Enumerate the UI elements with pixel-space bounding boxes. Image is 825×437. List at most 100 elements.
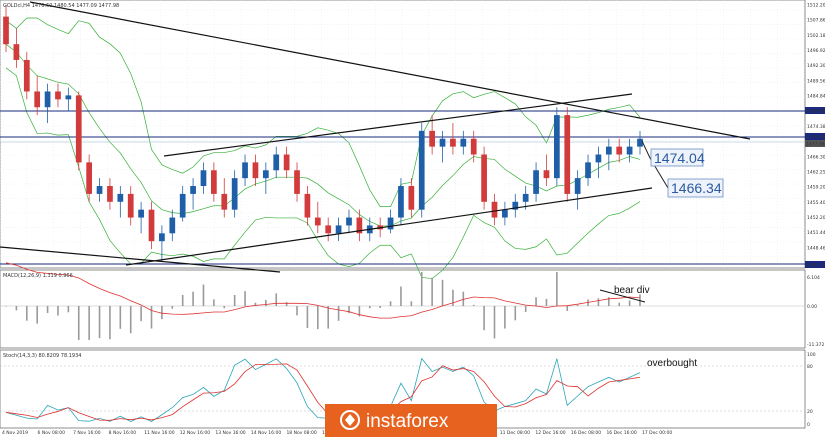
candle-body	[273, 154, 280, 171]
candle-body	[564, 115, 571, 194]
macd-bar	[452, 289, 454, 306]
macd-tick-bottom: -11.372	[807, 342, 825, 348]
candle-body	[481, 154, 487, 202]
macd-bar	[327, 306, 329, 329]
stoch-tick-20: 20	[807, 409, 813, 415]
band-upper	[5, 17, 641, 207]
price-tick-label: 1466.30	[807, 154, 825, 160]
price-tick-label: 1492.30	[807, 63, 825, 69]
macd-bar	[483, 306, 485, 331]
projection-path	[641, 140, 669, 189]
macd-bar	[77, 306, 80, 340]
bear-div-line	[599, 289, 646, 303]
macd-bar	[119, 306, 122, 329]
candle-body	[107, 186, 113, 202]
macd-bar	[535, 297, 537, 306]
macd-bar	[296, 306, 298, 316]
macd-bar	[275, 293, 278, 306]
macd-bar	[576, 304, 579, 306]
candle-body	[211, 170, 217, 194]
candle-body	[491, 201, 498, 218]
macd-bar	[15, 306, 18, 311]
price-tick-label: 1455.40	[807, 200, 825, 206]
price-tick-label: 1489.56	[807, 78, 825, 84]
macd-bar	[441, 279, 444, 306]
price-panel-header: GOLDcl,H4 1476.60 1480.54 1477.09 1477.9…	[3, 3, 119, 9]
candle-body	[13, 44, 20, 60]
macd-bar	[462, 291, 465, 306]
band-lower	[5, 67, 641, 280]
macd-bar	[150, 306, 153, 329]
time-tick-label: 14 Nov 16:00	[251, 430, 281, 436]
macd-bar	[597, 298, 600, 306]
candle-body	[283, 154, 290, 171]
candle-body	[75, 95, 82, 163]
macd-bar	[358, 306, 361, 317]
candle-body	[356, 217, 363, 234]
macd-bar	[472, 304, 475, 306]
price-tick-label: 1502.18	[807, 33, 825, 39]
stoch-signal-line	[5, 363, 641, 421]
target-label-1: 1474.04	[650, 148, 705, 167]
svg-text:1479.48: 1479.48	[806, 135, 825, 141]
macd-bar	[493, 306, 496, 339]
macd-bar	[368, 306, 371, 309]
time-tick-label: 4 Nov 2019	[2, 430, 28, 436]
macd-bar	[410, 301, 413, 306]
macd-tick-zero: 0.00	[807, 304, 817, 310]
candle-body	[574, 178, 581, 194]
candle-body	[96, 186, 103, 194]
candle-body	[605, 146, 612, 155]
target-label-2: 1466.34	[667, 178, 724, 198]
macd-panel-header: MACD(12,26,9) 1.319 0.966	[3, 273, 73, 279]
candle-body	[585, 162, 591, 179]
macd-signal-line	[5, 262, 641, 319]
macd-histogram	[5, 272, 641, 340]
candle-body	[294, 170, 300, 194]
candle-body	[408, 186, 415, 210]
macd-bar	[140, 306, 142, 322]
macd-bar	[514, 306, 517, 321]
candle-body	[86, 162, 93, 194]
macd-annotation: bear div	[614, 285, 650, 296]
projection-line	[641, 140, 669, 189]
macd-panel-frame	[0, 269, 806, 349]
candle-body	[148, 209, 155, 242]
time-tick-label: 7 Nov 16:00	[73, 430, 101, 436]
candle-body	[252, 162, 259, 179]
candle-body	[55, 91, 61, 100]
macd-bar	[285, 302, 288, 306]
candle-body	[470, 138, 477, 155]
macd-bar	[265, 299, 267, 306]
macd-bar	[88, 306, 90, 340]
candle-body	[522, 193, 529, 202]
time-tick-label: 6 Nov 08:00	[38, 430, 66, 436]
macd-bar	[618, 302, 621, 306]
macd-tick-top: 6.104	[807, 275, 820, 281]
stoch-annotation: overbought	[647, 358, 697, 369]
candle-body	[533, 170, 539, 194]
candle-body	[595, 154, 602, 163]
candle-body	[44, 91, 51, 108]
macd-bar	[192, 291, 194, 306]
macd-bar	[223, 306, 226, 309]
candle-body	[325, 225, 332, 234]
macd-bar	[317, 306, 319, 330]
macd-bar	[566, 306, 569, 311]
macd-bar	[5, 306, 7, 307]
price-tick-label: 1448.46	[807, 245, 825, 251]
candle-body	[502, 209, 508, 218]
trendlines	[0, 1, 751, 273]
candle-body	[626, 146, 633, 155]
time-tick-label: 16 Dec 16:00	[606, 430, 636, 436]
candle-body	[439, 138, 446, 147]
time-tick-label: 12 Nov 16:00	[180, 430, 210, 436]
price-tick-label: 1474.38	[807, 124, 825, 130]
macd-bar	[400, 286, 402, 306]
candle-body	[387, 217, 394, 230]
time-tick-label: 11 Nov 16:00	[144, 430, 174, 436]
macd-bar	[244, 291, 246, 306]
candle-body	[221, 193, 228, 210]
macd-bar	[254, 302, 257, 306]
